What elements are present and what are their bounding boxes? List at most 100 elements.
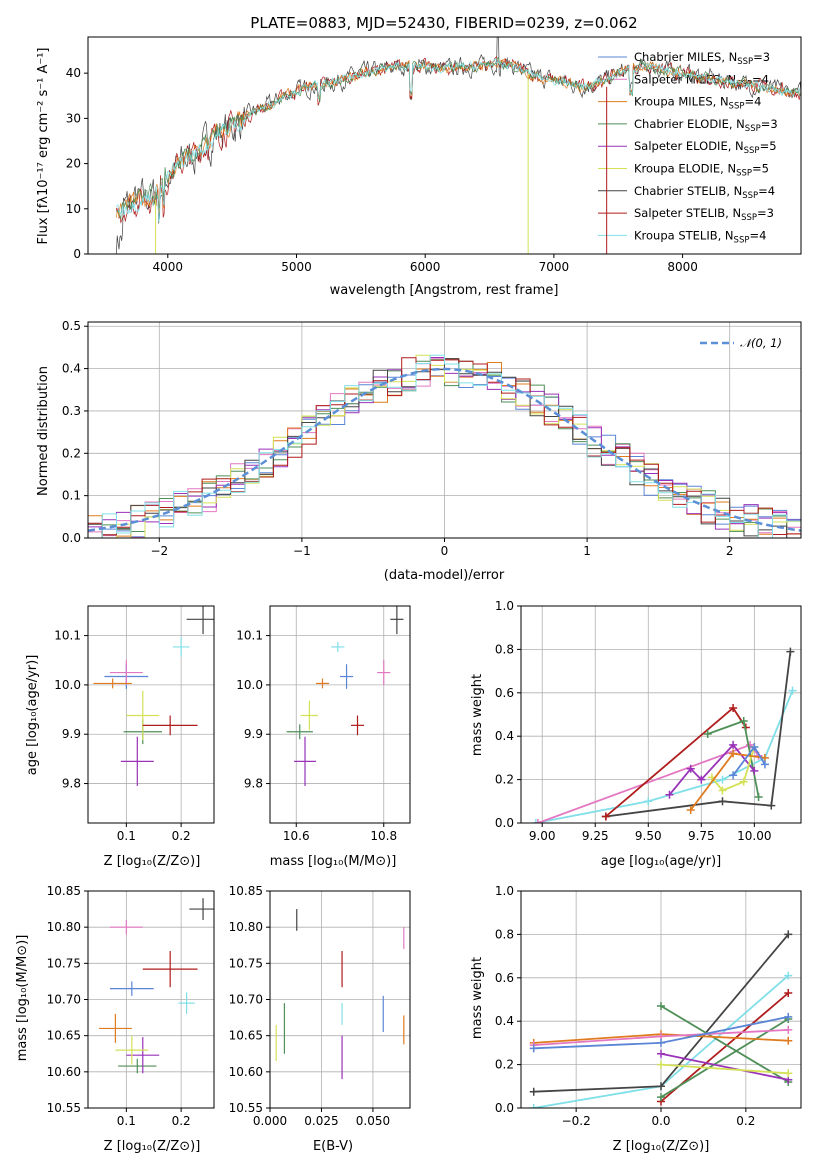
- series-point-kroupa_miles: [784, 1036, 793, 1045]
- series-point-chabrier_elodie: [657, 1093, 665, 1102]
- series-point-salpeter_miles: [784, 1025, 793, 1034]
- age-z-xlabel: Z [log₁₀(Z/Z⊙)]: [104, 854, 201, 869]
- histogram-xlabel: (data-model)/error: [384, 568, 505, 583]
- series-point-kroupa_stelib: [718, 775, 727, 784]
- series-point-chabrier_elodie: [739, 717, 748, 726]
- axes-frame: [87, 321, 802, 539]
- gaussian-curve: [88, 367, 801, 532]
- histogram-step-kroupa_stelib: [88, 354, 801, 538]
- mass-vs-extinction-panel: E(B-V) 0.000 0.025 0.050 10.55 10.60 10.65 10.…: [229, 884, 411, 1154]
- y-tick-label: 10.55: [47, 1101, 81, 1115]
- series-point-salpeter_miles: [746, 740, 755, 749]
- x-tick-label: 8000: [667, 260, 698, 274]
- y-tick-label: 10: [66, 202, 81, 216]
- y-tick-label: 10.1: [236, 629, 263, 643]
- y-tick-label: 10.60: [229, 1065, 263, 1079]
- y-tick-label: 10.55: [229, 1101, 263, 1115]
- y-tick-label: 10.85: [229, 884, 263, 898]
- y-tick-label: 9.9: [62, 727, 81, 741]
- x-tick-label: 0.2: [172, 829, 191, 843]
- mw-z-ylabel: mass weight: [470, 957, 485, 1039]
- x-tick-label: 9.50: [635, 829, 662, 843]
- axes-frame: [87, 605, 215, 824]
- x-tick-label: −1: [293, 544, 311, 558]
- y-tick-label: 1.0: [495, 599, 514, 613]
- y-tick-label: 40: [66, 66, 81, 80]
- axes-frame: [520, 605, 802, 824]
- series-point-kroupa_miles: [729, 749, 738, 758]
- series-point-salpeter_elodie: [686, 764, 695, 773]
- y-tick-label: 10.1: [54, 629, 81, 643]
- x-tick-label: 10.6: [283, 829, 310, 843]
- spectrum-xlabel: wavelength [Angstrom, rest frame]: [330, 283, 559, 298]
- series-line-kroupa_elodie: [660, 1063, 789, 1075]
- series-point-salpeter_stelib: [784, 988, 793, 997]
- series-group: [529, 930, 793, 1108]
- legend-label-kroupa_stelib: Kroupa STELIB, NSSP=4: [634, 228, 766, 245]
- series-line-chabrier_elodie: [660, 1005, 789, 1083]
- y-tick-label: 0.1: [62, 489, 81, 503]
- y-tick-label: 0.2: [62, 446, 81, 460]
- series-point-chabrier_elodie: [703, 730, 712, 739]
- series-point-chabrier_stelib: [767, 801, 776, 810]
- y-tick-label: 9.9: [244, 727, 263, 741]
- age-vs-metallicity-panel: Z [log₁₀(Z/Z⊙)] age [log₁₀(age/yr)] 0.1 0…: [25, 605, 215, 869]
- series-line-chabrier_elodie: [660, 1018, 789, 1098]
- y-tick-label: 10.0: [236, 678, 263, 692]
- x-tick-label: 9.75: [688, 829, 715, 843]
- x-tick-label: 9.25: [582, 829, 609, 843]
- x-tick-label: −2: [150, 544, 168, 558]
- y-tick-label: 0.5: [62, 319, 81, 333]
- gaussian-legend-label: 𝒩(0, 1): [740, 336, 782, 350]
- x-tick-label: 2: [726, 544, 734, 558]
- series-point-kroupa_stelib: [529, 1104, 538, 1108]
- x-tick-label: 7000: [539, 260, 570, 274]
- y-tick-label: 9.8: [244, 777, 263, 791]
- x-tick-label: 10.00: [737, 829, 771, 843]
- y-tick-label: 10.80: [229, 920, 263, 934]
- mass-vs-metallicity-panel: Z [log₁₀(Z/Z⊙)] mass [log₁₀(M/M⊙)] 0.1 0.…: [15, 884, 215, 1154]
- y-tick-label: 1.0: [495, 884, 514, 898]
- spectrum-title: PLATE=0883, MJD=52430, FIBERID=0239, z=0…: [250, 14, 637, 32]
- series-point-kroupa_elodie: [784, 1069, 793, 1078]
- y-tick-label: 0.4: [62, 362, 81, 376]
- x-tick-label: 10.8: [370, 829, 397, 843]
- series-point-kroupa_elodie: [718, 786, 727, 795]
- series-point-chabrier_miles: [657, 1038, 665, 1047]
- series-point-chabrier_miles: [784, 1012, 793, 1021]
- histogram-legend: 𝒩(0, 1): [700, 336, 782, 350]
- y-tick-label: 0.0: [62, 531, 81, 545]
- series-point-chabrier_elodie: [754, 792, 763, 801]
- x-tick-label: 0.000: [253, 1114, 287, 1128]
- spectrum-ylabel: Flux [fλ10⁻¹⁷ erg cm⁻² s⁻¹ A⁻¹]: [36, 48, 51, 245]
- series-group: [531, 647, 797, 823]
- y-tick-label: 10.70: [47, 993, 81, 1007]
- mass-ebv-xlabel: E(B-V): [313, 1139, 353, 1154]
- y-tick-label: 10.65: [229, 1029, 263, 1043]
- axes-frame: [87, 890, 215, 1109]
- y-tick-label: 0.8: [495, 927, 514, 941]
- axes-frame: [87, 36, 802, 255]
- series-point-salpeter_elodie: [750, 766, 759, 775]
- x-tick-label: −0.2: [562, 1114, 591, 1128]
- x-tick-label: 0.0: [651, 1114, 670, 1128]
- legend-label-kroupa_elodie: Kroupa ELODIE, NSSP=5: [634, 162, 769, 179]
- series-point-chabrier_miles: [529, 1044, 538, 1053]
- series-point-salpeter_stelib: [601, 812, 610, 821]
- series-line-salpeter_elodie: [660, 1052, 789, 1081]
- massweight-vs-metallicity-panel: Z [log₁₀(Z/Z⊙)] mass weight −0.2 0.0 0.2 0.…: [470, 884, 802, 1154]
- errorbar-group: [286, 606, 404, 787]
- series-point-salpeter_elodie: [657, 1049, 665, 1058]
- axes-frame: [520, 890, 802, 1109]
- legend-label-kroupa_miles: Kroupa MILES, NSSP=4: [634, 95, 761, 112]
- series-point-chabrier_stelib: [784, 930, 793, 939]
- series-point-chabrier_stelib: [657, 1082, 665, 1091]
- age-mass-xlabel: mass [log₁₀(M/M⊙)]: [270, 854, 397, 869]
- y-tick-label: 0.4: [495, 1014, 514, 1028]
- histogram-ylabel: Normed distribution: [36, 366, 51, 496]
- series-point-kroupa_miles: [686, 805, 695, 814]
- residual-histogram-panel: (data-model)/error Normed distribution 𝒩…: [36, 319, 802, 583]
- mw-age-ylabel: mass weight: [470, 674, 485, 756]
- x-tick-label: 0.025: [304, 1114, 338, 1128]
